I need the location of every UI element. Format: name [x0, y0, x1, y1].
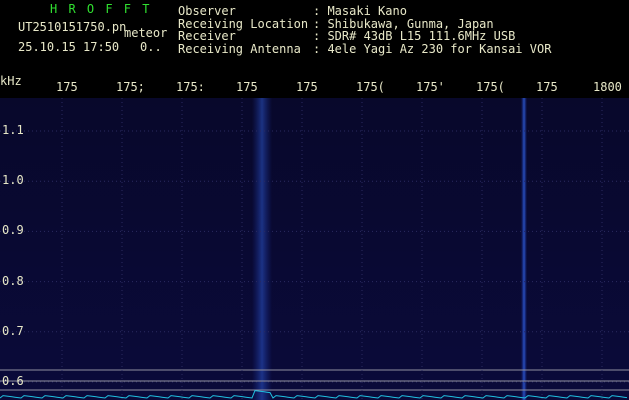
x-tick-label: 175: [236, 80, 258, 94]
y-tick-label: 0.9: [2, 223, 24, 238]
y-unit: kHz: [0, 74, 22, 88]
y-tick-label: 0.8: [2, 273, 24, 288]
info-label: Receiving Antenna: [178, 41, 301, 56]
y-tick-label: 1.1: [2, 123, 24, 137]
x-tick-label: 1800: [593, 80, 622, 94]
y-tick-label: 1.0: [2, 173, 24, 188]
counter: 0..: [140, 40, 162, 54]
x-tick-label: 175;: [116, 80, 145, 94]
app-title: H R O F F T: [50, 2, 152, 16]
x-tick-label: 175:: [176, 80, 205, 94]
datetime: 25.10.15 17:50: [18, 40, 120, 54]
info-label: Observer: [178, 4, 236, 18]
mode: meteor: [124, 26, 168, 40]
x-tick-label: 175: [536, 80, 558, 94]
info-value: : 4ele Yagi Az 230 for Kansai VOR: [313, 41, 552, 56]
carrier-streak: [252, 98, 272, 400]
y-tick-label: 0.7: [2, 323, 24, 338]
file-name: UT2510151750.pn: [18, 20, 127, 34]
info-value: : Shibukawa, Gunma, Japan: [313, 16, 494, 31]
level-trace: [0, 390, 628, 399]
carrier-streak: [521, 98, 527, 400]
axis-band: [0, 78, 629, 98]
x-tick-label: 175: [296, 80, 318, 94]
background: [0, 78, 629, 400]
x-tick-label: 175: [56, 80, 78, 94]
info-label: Receiving Location: [178, 16, 309, 31]
spectrogram: [0, 78, 629, 400]
x-tick-label: 175': [416, 80, 445, 94]
x-tick-label: 175(: [356, 80, 385, 94]
info-value: : SDR# 43dB L15 111.6MHz USB: [313, 29, 516, 43]
info-value: : Masaki Kano: [313, 4, 407, 18]
x-tick-label: 175(: [476, 80, 505, 94]
info-label: Receiver: [178, 29, 236, 43]
y-tick-label: 0.6: [2, 374, 24, 388]
